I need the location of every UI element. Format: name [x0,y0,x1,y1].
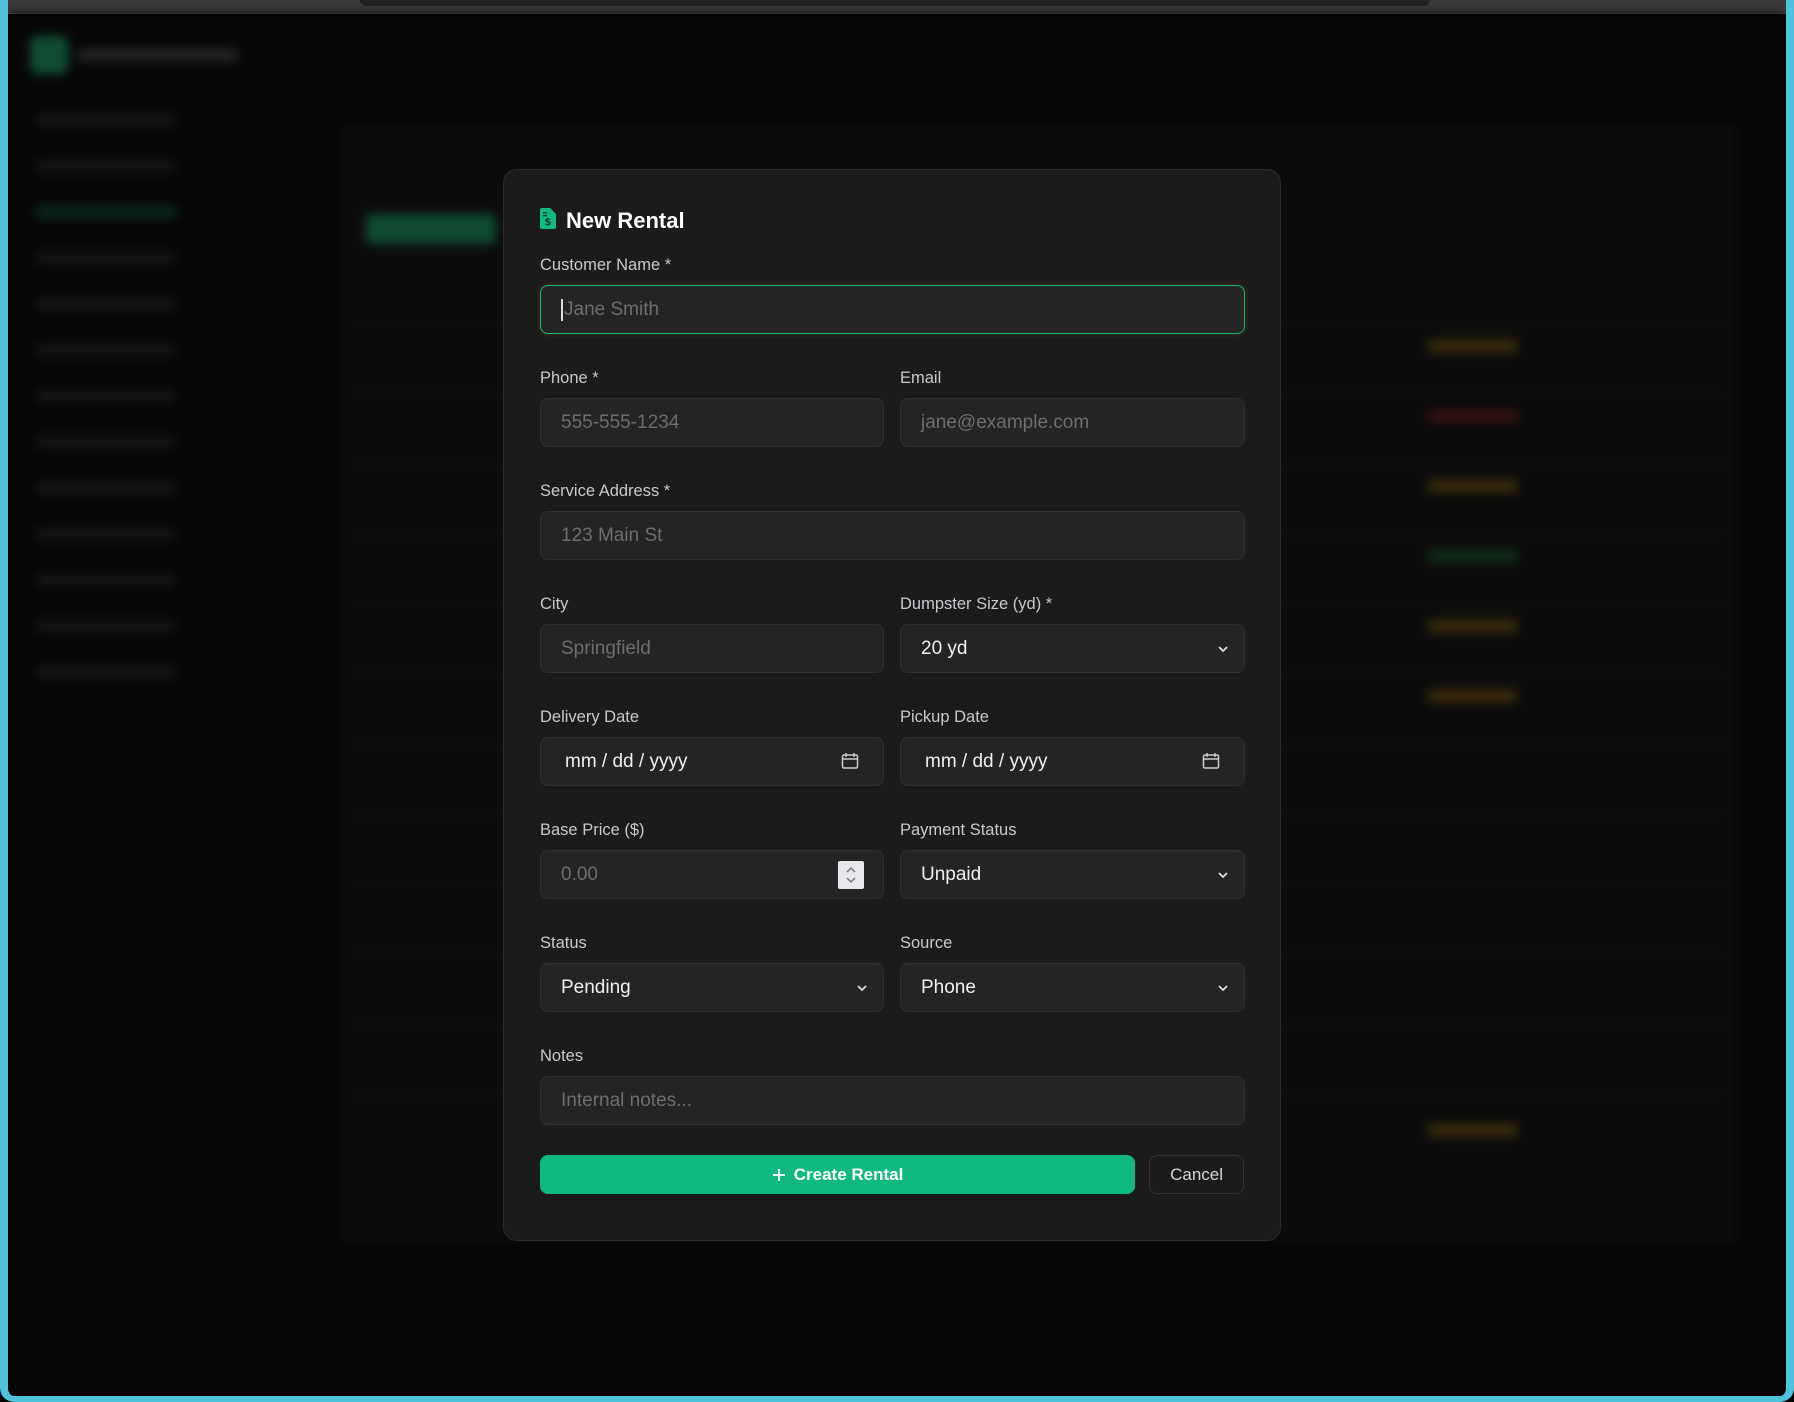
dialog-actions: Create Rental Cancel [540,1155,1244,1194]
create-rental-button[interactable]: Create Rental [540,1155,1136,1194]
status-chip [1428,620,1518,632]
customer-name-input[interactable]: Jane Smith [540,285,1245,334]
dumpster-size-value: 20 yd [921,637,968,659]
calendar-icon[interactable] [1202,751,1220,771]
delivery-date-label: Delivery Date [540,708,640,726]
base-price-placeholder: 0.00 [561,863,598,885]
chevron-down-icon [1218,646,1228,653]
email-label: Email [900,369,942,387]
browser-top-bar [8,0,1786,14]
source-field: Source Phone [900,927,1245,1040]
cancel-button[interactable]: Cancel [1149,1155,1244,1194]
city-input[interactable]: Springfield [540,624,884,673]
city-label: City [540,595,569,613]
base-price-field: Base Price ($) 0.00 [540,814,884,927]
sidebar-item [36,114,176,126]
customer-name-label: Customer Name * [540,256,672,274]
sidebar-item [36,666,176,678]
plus-icon [772,1168,785,1181]
phone-placeholder: 555-555-1234 [561,411,680,433]
source-label: Source [900,934,953,952]
dumpster-size-label: Dumpster Size (yd) * [900,595,1053,613]
file-dollar-icon: $ [540,208,556,234]
phone-field: Phone * 555-555-1234 [540,362,884,475]
source-value: Phone [921,976,976,998]
pickup-date-input[interactable]: mm / dd / yyyy [900,737,1245,786]
dialog-header: $ New Rental [540,206,1244,236]
sidebar-item [36,436,176,448]
source-select[interactable]: Phone [900,963,1245,1012]
delivery-date-input[interactable]: mm / dd / yyyy [540,737,884,786]
city-placeholder: Springfield [561,637,651,659]
pickup-date-value: mm / dd / yyyy [925,750,1048,772]
sidebar-item [36,482,176,494]
delivery-date-field: Delivery Date mm / dd / yyyy [540,701,884,814]
status-chip [1428,550,1518,562]
app-logo [30,36,68,74]
base-price-label: Base Price ($) [540,821,645,839]
email-placeholder: jane@example.com [921,411,1090,433]
dumpster-size-field: Dumpster Size (yd) * 20 yd [900,588,1245,701]
sidebar-item [36,344,176,356]
city-field: City Springfield [540,588,884,701]
dumpster-size-select[interactable]: 20 yd [900,624,1245,673]
status-chip [1428,480,1518,492]
create-rental-label: Create Rental [793,1164,904,1184]
number-stepper[interactable] [838,861,864,889]
base-price-input[interactable]: 0.00 [540,850,884,899]
sidebar-item [36,298,176,310]
payment-status-select[interactable]: Unpaid [900,850,1245,899]
email-field: Email jane@example.com [900,362,1245,475]
sidebar [8,14,328,1396]
brand-name [78,48,238,62]
chevron-down-icon [1218,872,1228,879]
chevron-down-icon [1218,985,1228,992]
dialog-title: New Rental [566,208,685,233]
notes-input[interactable]: Internal notes... [540,1076,1245,1125]
pickup-date-label: Pickup Date [900,708,989,726]
service-address-label: Service Address * [540,482,671,500]
status-chip [1428,690,1518,702]
status-select[interactable]: Pending [540,963,884,1012]
notes-placeholder: Internal notes... [561,1089,692,1111]
sidebar-item-active [36,206,176,218]
new-rental-dialog: $ New Rental Customer Name * Jane Smith … [503,169,1281,1241]
stepper-arrows-icon [846,866,856,884]
notes-label: Notes [540,1047,584,1065]
service-address-placeholder: 123 Main St [561,524,663,546]
delivery-date-value: mm / dd / yyyy [565,750,688,772]
service-address-field: Service Address * 123 Main St [540,475,1245,588]
payment-status-label: Payment Status [900,821,1017,839]
customer-name-placeholder: Jane Smith [564,298,660,320]
sidebar-item [36,252,176,264]
sidebar-item [36,160,176,172]
phone-input[interactable]: 555-555-1234 [540,398,884,447]
phone-label: Phone * [540,369,599,387]
status-value: Pending [561,976,631,998]
status-chip [1428,1124,1518,1136]
svg-text:$: $ [545,217,552,228]
service-address-input[interactable]: 123 Main St [540,511,1245,560]
sidebar-item [36,528,176,540]
sidebar-item [36,390,176,402]
notes-field: Notes Internal notes... [540,1040,1245,1153]
status-label: Status [540,934,587,952]
new-rental-button-bg [366,214,496,244]
sidebar-item [36,574,176,586]
sidebar-item [36,620,176,632]
payment-status-value: Unpaid [921,863,982,885]
status-chip [1428,410,1518,422]
address-bar [360,0,1430,6]
pickup-date-field: Pickup Date mm / dd / yyyy [900,701,1245,814]
customer-name-field: Customer Name * Jane Smith [540,249,1245,362]
chevron-down-icon [857,985,867,992]
payment-status-field: Payment Status Unpaid [900,814,1245,927]
calendar-icon[interactable] [841,751,859,771]
status-field: Status Pending [540,927,884,1040]
email-input[interactable]: jane@example.com [900,398,1245,447]
status-chip [1428,340,1518,352]
text-caret [561,298,563,321]
